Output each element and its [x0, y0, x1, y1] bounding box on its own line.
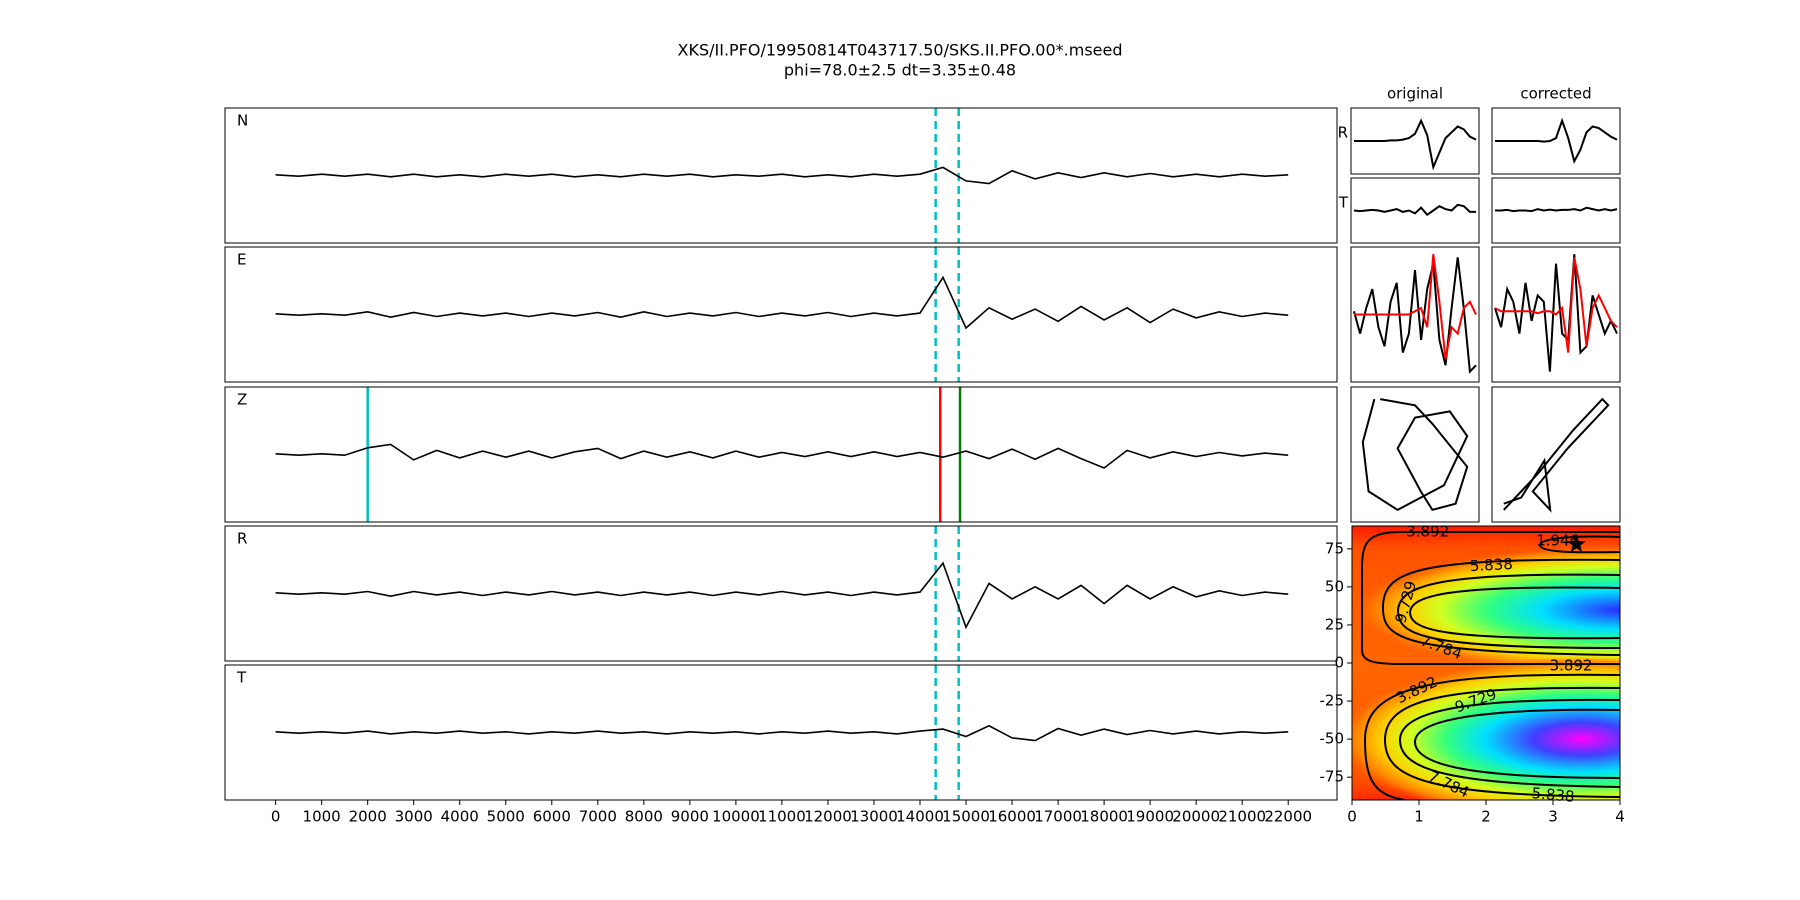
component-trace [1353, 257, 1477, 374]
waveform [1353, 203, 1476, 217]
x-tick-label: 3000 [395, 808, 433, 826]
x-tick-label: 5000 [487, 808, 525, 826]
contour-label: 1.946 [1536, 532, 1579, 550]
x-tick-label: 14000 [896, 808, 944, 826]
panel-label: T [236, 669, 247, 687]
waveform [275, 561, 1289, 630]
x-tick-label: 6000 [533, 808, 571, 826]
axes-frame [224, 107, 1338, 244]
column-title: corrected [1520, 85, 1591, 103]
contour-lines [1361, 531, 1620, 800]
x-tick-label: 4000 [441, 808, 479, 826]
axes-background [225, 387, 1337, 522]
x-tick-label: 2000 [349, 808, 387, 826]
component-trace [1354, 254, 1477, 360]
waveform [275, 443, 1289, 469]
x-tick-label: 0 [1347, 808, 1357, 826]
x-tick-label: 8000 [625, 808, 663, 826]
waveform [275, 724, 1289, 742]
axes-frame [1491, 246, 1621, 383]
axes-frame [224, 386, 1338, 523]
row-label: T [1338, 194, 1349, 212]
contour-label: 3.892 [1406, 523, 1449, 541]
waveform [1495, 117, 1618, 165]
axes-frame [224, 664, 1338, 801]
x-tick-label: 10000 [712, 808, 760, 826]
component-trace [1494, 254, 1618, 372]
contour-line [1381, 558, 1620, 656]
x-tick-label: 13000 [850, 808, 898, 826]
y-tick-label: 75 [1325, 539, 1344, 557]
axes-background [225, 108, 1337, 243]
panel-label: R [237, 530, 247, 548]
axes-background [225, 247, 1337, 382]
waveform [275, 275, 1289, 330]
x-tick-label: 7000 [579, 808, 617, 826]
axes-background [225, 526, 1337, 661]
column-title: original [1387, 85, 1443, 103]
y-tick-label: 25 [1325, 615, 1344, 633]
y-tick-label: -75 [1320, 768, 1345, 786]
axes-frame [1350, 246, 1480, 383]
x-tick-label: 21000 [1218, 808, 1266, 826]
panel-label: N [237, 112, 248, 130]
y-tick-label: 0 [1334, 654, 1344, 672]
contour-label: 5.838 [1469, 555, 1513, 575]
x-tick-label: 0 [271, 808, 281, 826]
waveform [275, 166, 1289, 185]
axes-frame [1491, 107, 1621, 175]
x-tick-label: 20000 [1172, 808, 1220, 826]
x-tick-label: 17000 [1034, 808, 1082, 826]
x-tick-label: 18000 [1080, 808, 1128, 826]
contour-line [1363, 673, 1620, 800]
x-tick-label: 16000 [988, 808, 1036, 826]
contour-label: 3.892 [1550, 657, 1593, 675]
row-label: R [1338, 124, 1348, 142]
panel-label: Z [237, 391, 247, 409]
panel-label: E [237, 251, 246, 269]
x-tick-label: 11000 [758, 808, 806, 826]
particle-motion [1361, 398, 1469, 512]
x-tick-label: 3 [1548, 808, 1558, 826]
particle-motion [1503, 397, 1610, 513]
x-tick-label: 1000 [303, 808, 341, 826]
axes-frame [1491, 386, 1621, 523]
contour-line [1396, 573, 1620, 649]
axes-frame [1350, 177, 1480, 244]
chart-subtitle: phi=78.0±2.5 dt=3.35±0.48 [784, 61, 1016, 80]
x-tick-label: 22000 [1264, 808, 1312, 826]
y-tick-label: -25 [1320, 692, 1345, 710]
x-tick-label: 4 [1615, 808, 1625, 826]
contour-line [1413, 708, 1620, 779]
axes-frame [224, 246, 1338, 383]
x-tick-label: 1 [1414, 808, 1424, 826]
waveform [1354, 118, 1477, 171]
x-tick-label: 12000 [804, 808, 852, 826]
axes-frame [1491, 177, 1621, 244]
contour-map [1352, 526, 1620, 800]
waveform [1495, 206, 1618, 213]
axes-frame [1350, 107, 1480, 175]
chart-title: XKS/II.PFO/19950814T043717.50/SKS.II.PFO… [678, 41, 1123, 60]
contour-line [1361, 531, 1620, 665]
x-tick-label: 15000 [942, 808, 990, 826]
axes-frame [1350, 386, 1480, 523]
x-tick-label: 2 [1481, 808, 1491, 826]
y-tick-label: -50 [1320, 730, 1345, 748]
contour-line [1398, 698, 1620, 788]
x-tick-label: 19000 [1126, 808, 1174, 826]
best-fit-star [1566, 534, 1586, 553]
contour-line [1408, 586, 1620, 640]
x-tick-label: 9000 [671, 808, 709, 826]
y-tick-label: 50 [1325, 577, 1344, 595]
axes-frame [224, 525, 1338, 662]
contour-line [1383, 686, 1620, 798]
component-trace [1494, 257, 1618, 353]
